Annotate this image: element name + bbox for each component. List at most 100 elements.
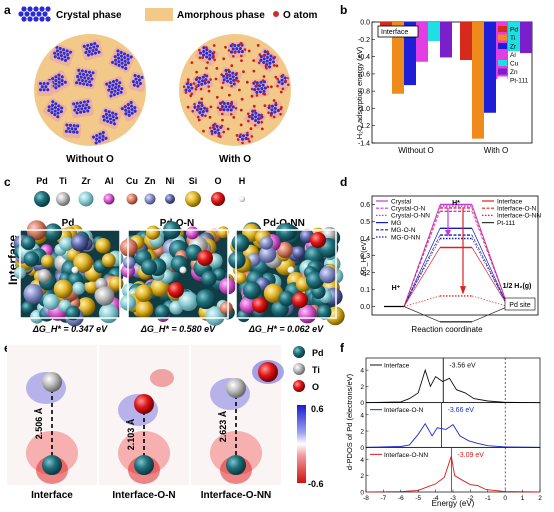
crystal-atom bbox=[208, 53, 212, 57]
crystal-atom bbox=[127, 106, 131, 110]
o-atom bbox=[236, 138, 240, 141]
crystal-atom bbox=[79, 110, 83, 114]
slab-o-atom bbox=[252, 297, 268, 313]
crystal-atom bbox=[53, 105, 57, 110]
crystal-atom bbox=[101, 131, 105, 135]
crystal-atom bbox=[89, 42, 93, 47]
crystal-atom bbox=[231, 75, 235, 79]
crystal-atom bbox=[74, 127, 78, 131]
crystal-atom bbox=[217, 131, 221, 136]
crystal-atom bbox=[124, 108, 128, 112]
o-atom bbox=[212, 50, 216, 54]
crystal-atom bbox=[213, 130, 217, 134]
crystal-atom bbox=[109, 94, 113, 98]
o-atom bbox=[240, 59, 243, 62]
crystal-atom bbox=[198, 110, 202, 115]
crystal-atom bbox=[76, 124, 80, 128]
crystal-atom bbox=[138, 81, 143, 86]
crystal-atom bbox=[119, 50, 123, 55]
element-label-zn: Zn bbox=[145, 176, 156, 186]
o-atoms-scattered bbox=[186, 41, 288, 141]
pdos-trace-interface bbox=[365, 368, 541, 404]
crystal-atom bbox=[240, 49, 244, 54]
crystal-atom bbox=[269, 54, 273, 58]
o-atom bbox=[274, 75, 278, 79]
crystal-atom bbox=[85, 103, 89, 107]
crystal-atom bbox=[57, 104, 61, 108]
legend-label: MG bbox=[391, 220, 401, 227]
y-tick-label: 0.0 bbox=[360, 304, 370, 311]
crystal-atom bbox=[63, 55, 67, 59]
crystal-atom bbox=[126, 102, 130, 107]
o-atom bbox=[198, 56, 202, 60]
crystal-atom bbox=[91, 49, 95, 53]
element-legend: Pd Ti Zr Al Cu Zn Ni Si O H bbox=[34, 176, 245, 207]
crystal-atom bbox=[259, 80, 263, 84]
slab-atom bbox=[108, 276, 124, 291]
amorphous-phase-swatch bbox=[145, 8, 173, 21]
crystal-atom bbox=[277, 80, 281, 84]
crystal-atom bbox=[44, 85, 48, 89]
o-atom bbox=[215, 67, 219, 70]
crystal-atom bbox=[120, 58, 124, 62]
x-tick-label: -2 bbox=[468, 495, 474, 502]
crystal-atom bbox=[126, 61, 130, 65]
o-atom bbox=[249, 115, 252, 118]
crystal-atom bbox=[92, 45, 96, 49]
crystal-atom bbox=[112, 122, 117, 126]
panel-b-letter: b bbox=[340, 3, 347, 17]
crystal-atom bbox=[198, 76, 202, 80]
connector-right bbox=[471, 306, 509, 323]
crystal-atom bbox=[228, 73, 232, 78]
crystal-atom bbox=[253, 88, 257, 92]
crystal-atom bbox=[134, 77, 138, 81]
crystal-atom bbox=[256, 87, 260, 91]
connector-left bbox=[403, 295, 441, 307]
crystal-atom bbox=[232, 78, 236, 82]
crystal-atom bbox=[235, 47, 239, 51]
o-atom bbox=[257, 61, 261, 65]
arrow-head bbox=[445, 230, 451, 237]
element-label-zr: Zr bbox=[82, 176, 91, 186]
slab-atom bbox=[37, 269, 52, 283]
slab-atom bbox=[305, 271, 324, 290]
y-tick-label: -0.2 bbox=[358, 37, 370, 44]
o-atom bbox=[276, 77, 279, 81]
interface-box bbox=[377, 25, 419, 38]
trace-name-label: Interface-O-NN bbox=[384, 452, 428, 459]
crystal-grain bbox=[72, 66, 98, 90]
color-scale-bar bbox=[297, 405, 306, 483]
crystal-atom bbox=[135, 80, 139, 85]
o-atom bbox=[253, 80, 257, 84]
crystal-grain bbox=[182, 80, 198, 96]
crystal-atom bbox=[202, 106, 207, 110]
slab-atom bbox=[43, 293, 60, 310]
charge-map: 2.103 Å bbox=[99, 345, 189, 485]
crystal-grain bbox=[108, 47, 136, 73]
o-atom bbox=[239, 41, 243, 45]
crystal-atom bbox=[81, 72, 86, 76]
crystal-atom bbox=[113, 55, 117, 59]
legend-swatch bbox=[498, 26, 507, 32]
crystal-atom bbox=[68, 130, 72, 134]
slab-atom bbox=[242, 281, 261, 300]
o-atom bbox=[196, 76, 199, 79]
crystal-atom bbox=[266, 52, 270, 56]
trace-name-label: Interface bbox=[384, 363, 410, 370]
bar-zn bbox=[440, 22, 452, 58]
crystal-atom bbox=[276, 109, 280, 113]
o-atom bbox=[220, 73, 223, 76]
crystal-atom bbox=[201, 110, 205, 114]
o-atom bbox=[212, 44, 216, 47]
crystal-atom bbox=[62, 48, 66, 52]
charge-density-maps: 2.506 Å 2.103 Å 2.623 Å bbox=[7, 345, 284, 485]
crystal-atom bbox=[38, 81, 43, 86]
crystal-atom bbox=[78, 72, 82, 76]
slab-atom bbox=[72, 281, 85, 295]
slab-atom bbox=[178, 291, 199, 312]
crystal-atom bbox=[124, 66, 128, 71]
crystal-atom bbox=[117, 84, 121, 88]
connector-left bbox=[403, 234, 441, 307]
crystal-atom bbox=[62, 51, 66, 55]
element-swatch-o bbox=[211, 192, 225, 206]
